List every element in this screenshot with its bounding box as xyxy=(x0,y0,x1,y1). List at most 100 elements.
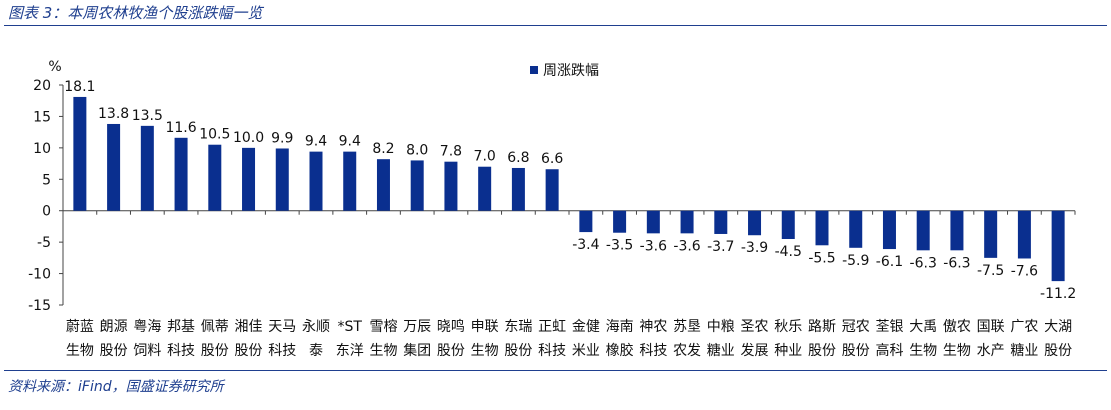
data-label-9: 9.4 xyxy=(339,134,361,150)
data-label-2: 13.8 xyxy=(98,106,129,122)
category-label-line2: 生物 xyxy=(369,343,397,359)
category-label-line1: 中粮 xyxy=(707,319,735,335)
category-label-line2: 米业 xyxy=(572,343,600,359)
category-label-line1: 申联 xyxy=(471,319,499,335)
category-label-line2: 生物 xyxy=(909,343,937,359)
category-label-line2: 股份 xyxy=(437,343,465,359)
category-label-line1: 广农 xyxy=(1010,319,1038,335)
category-label-line1: 国联 xyxy=(977,319,1005,335)
bar-23 xyxy=(815,210,829,246)
category-label-line2: 集团 xyxy=(403,342,431,359)
data-label-29: -7.6 xyxy=(1011,263,1038,279)
category-label-line2: 股份 xyxy=(808,343,836,359)
category-label-line1: 永顺 xyxy=(302,319,330,335)
bar-29 xyxy=(1017,210,1031,259)
bar-15 xyxy=(545,169,559,211)
category-label-line2: 股份 xyxy=(504,343,532,359)
category-label-line1: 荃银 xyxy=(875,318,903,335)
category-label-line1: 佩蒂 xyxy=(201,319,229,335)
category-label-line1: 湘佳 xyxy=(235,319,263,335)
category-label-line2: 东洋 xyxy=(336,343,364,359)
data-label-17: -3.5 xyxy=(606,238,633,254)
data-label-25: -6.1 xyxy=(876,254,903,270)
chart-category-labels: 蔚蓝生物朗源股份粤海饲料邦基科技佩蒂股份湘佳股份天马科技永顺泰*ST东洋雪榕生物… xyxy=(66,318,1072,359)
y-tick-label: 20 xyxy=(33,78,51,94)
data-label-8: 9.4 xyxy=(305,134,327,150)
chart-data-labels: 18.113.8 13.511.6 10.5 10.0 9.9 9.4 9.4 8.2 8.0 7… xyxy=(64,79,1076,302)
y-tick-label: -5 xyxy=(37,235,51,251)
y-axis-unit-label: % xyxy=(48,59,61,75)
bar-28 xyxy=(984,210,998,258)
data-label-23: -5.5 xyxy=(808,250,835,266)
category-label-line2: 泰 xyxy=(309,343,323,359)
category-label-line2: 高科 xyxy=(875,342,903,359)
y-tick-label: -15 xyxy=(28,298,51,314)
category-label-line2: 股份 xyxy=(201,343,229,359)
data-label-26: -6.3 xyxy=(910,255,937,271)
data-label-7: 9.9 xyxy=(271,130,293,146)
data-label-3: 13.5 xyxy=(132,108,163,124)
category-label-line1: 东瑞 xyxy=(504,319,532,335)
category-label-line2: 股份 xyxy=(235,343,263,359)
bar-22 xyxy=(781,210,795,239)
data-label-12: 7.8 xyxy=(440,144,462,160)
bar-6 xyxy=(242,147,256,211)
data-label-5: 10.5 xyxy=(199,127,230,143)
data-label-27: -6.3 xyxy=(943,255,970,271)
legend-swatch xyxy=(530,66,538,74)
data-label-22: -4.5 xyxy=(775,244,802,260)
category-label-line2: 科技 xyxy=(167,343,195,359)
bar-30 xyxy=(1051,210,1065,282)
data-label-30: -11.2 xyxy=(1040,286,1076,302)
bar-10 xyxy=(376,159,390,211)
category-label-line1: 路斯 xyxy=(808,319,836,335)
data-label-16: -3.4 xyxy=(572,237,599,253)
bar-8 xyxy=(309,151,323,211)
category-label-line1: 万辰 xyxy=(403,319,431,335)
bar-17 xyxy=(613,210,627,233)
chart-axes: % -15 -10 -5 0 5 10 15 20 xyxy=(28,59,1076,314)
bottom-rule xyxy=(4,370,1107,371)
category-label-line1: 冠农 xyxy=(842,319,870,335)
category-label-line2: 生物 xyxy=(66,343,94,359)
category-label-line1: *ST xyxy=(338,319,363,335)
category-label-line1: 大湖 xyxy=(1044,319,1072,335)
category-label-line1: 天马 xyxy=(268,319,296,335)
source-note: 资料来源：iFind，国盛证券研究所 xyxy=(8,379,224,395)
category-label-line1: 邦基 xyxy=(167,318,195,335)
data-label-19: -3.6 xyxy=(673,238,700,254)
bar-14 xyxy=(511,167,525,211)
data-label-4: 11.6 xyxy=(165,120,196,136)
y-tick-label: 15 xyxy=(33,109,51,125)
bar-11 xyxy=(410,160,424,211)
data-label-21: -3.9 xyxy=(741,240,768,256)
bar-5 xyxy=(208,144,222,211)
category-label-line2: 农发 xyxy=(673,343,701,359)
category-label-line1: 晓鸣 xyxy=(437,318,465,335)
bar-4 xyxy=(174,137,188,211)
bar-16 xyxy=(579,210,593,233)
bar-3 xyxy=(140,125,154,211)
category-label-line2: 股份 xyxy=(842,343,870,359)
category-label-line1: 正虹 xyxy=(538,319,566,335)
data-label-28: -7.5 xyxy=(977,263,1004,279)
bar-19 xyxy=(680,210,694,234)
data-label-24: -5.9 xyxy=(842,253,869,269)
figure-caption: 图表 3：本周农林牧渔个股涨跌幅一览 xyxy=(8,4,263,22)
bar-20 xyxy=(714,210,728,234)
category-label-line2: 科技 xyxy=(639,343,667,359)
top-rule xyxy=(4,25,1107,26)
category-label-line2: 饲料 xyxy=(133,343,161,359)
category-label-line2: 发展 xyxy=(741,343,769,359)
category-label-line1: 粤海 xyxy=(133,319,161,335)
category-label-line2: 科技 xyxy=(538,343,566,359)
bar-1 xyxy=(73,96,87,211)
data-label-20: -3.7 xyxy=(707,239,734,255)
category-label-line2: 橡胶 xyxy=(606,342,634,359)
bar-chart: % -15 -10 -5 0 5 10 15 20 18.113.8 13.511.6 10.5 10… xyxy=(28,59,1076,359)
category-label-line1: 苏垦 xyxy=(673,319,701,335)
category-label-line1: 圣农 xyxy=(741,319,769,335)
category-label-line1: 傲农 xyxy=(943,319,971,335)
category-label-line2: 糖业 xyxy=(1010,343,1038,359)
bar-25 xyxy=(882,210,896,250)
